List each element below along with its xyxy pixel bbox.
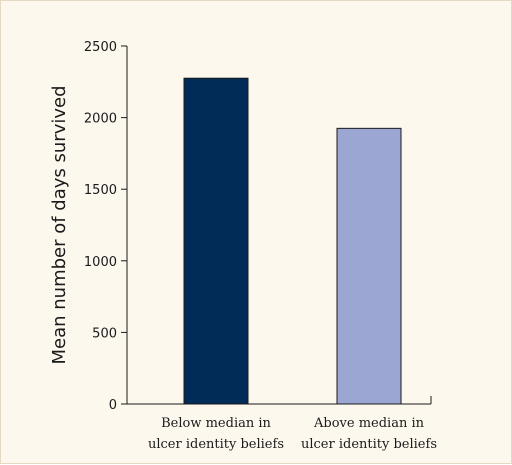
y-tick-label: 500 <box>92 326 117 341</box>
x-category-label-1: Below median in ulcer identity beliefs <box>148 416 284 452</box>
y-tick-label: 1500 <box>84 183 117 198</box>
bar-2 <box>336 127 402 405</box>
y-axis-title: Mean number of days survived <box>49 85 70 364</box>
y-tick-label: 2000 <box>84 112 117 127</box>
x-category-label-2: Above median in ulcer identity beliefs <box>301 416 437 452</box>
x-category-labels: Below median in ulcer identity beliefs Abo… <box>148 416 437 452</box>
y-tick-label: 2500 <box>84 40 117 55</box>
bar-1 <box>183 77 249 405</box>
bars <box>183 77 402 405</box>
y-tick-label: 1000 <box>84 255 117 270</box>
y-tick-label: 0 <box>109 398 117 413</box>
y-ticks: 0 500 1000 1500 2000 2500 <box>84 40 127 413</box>
